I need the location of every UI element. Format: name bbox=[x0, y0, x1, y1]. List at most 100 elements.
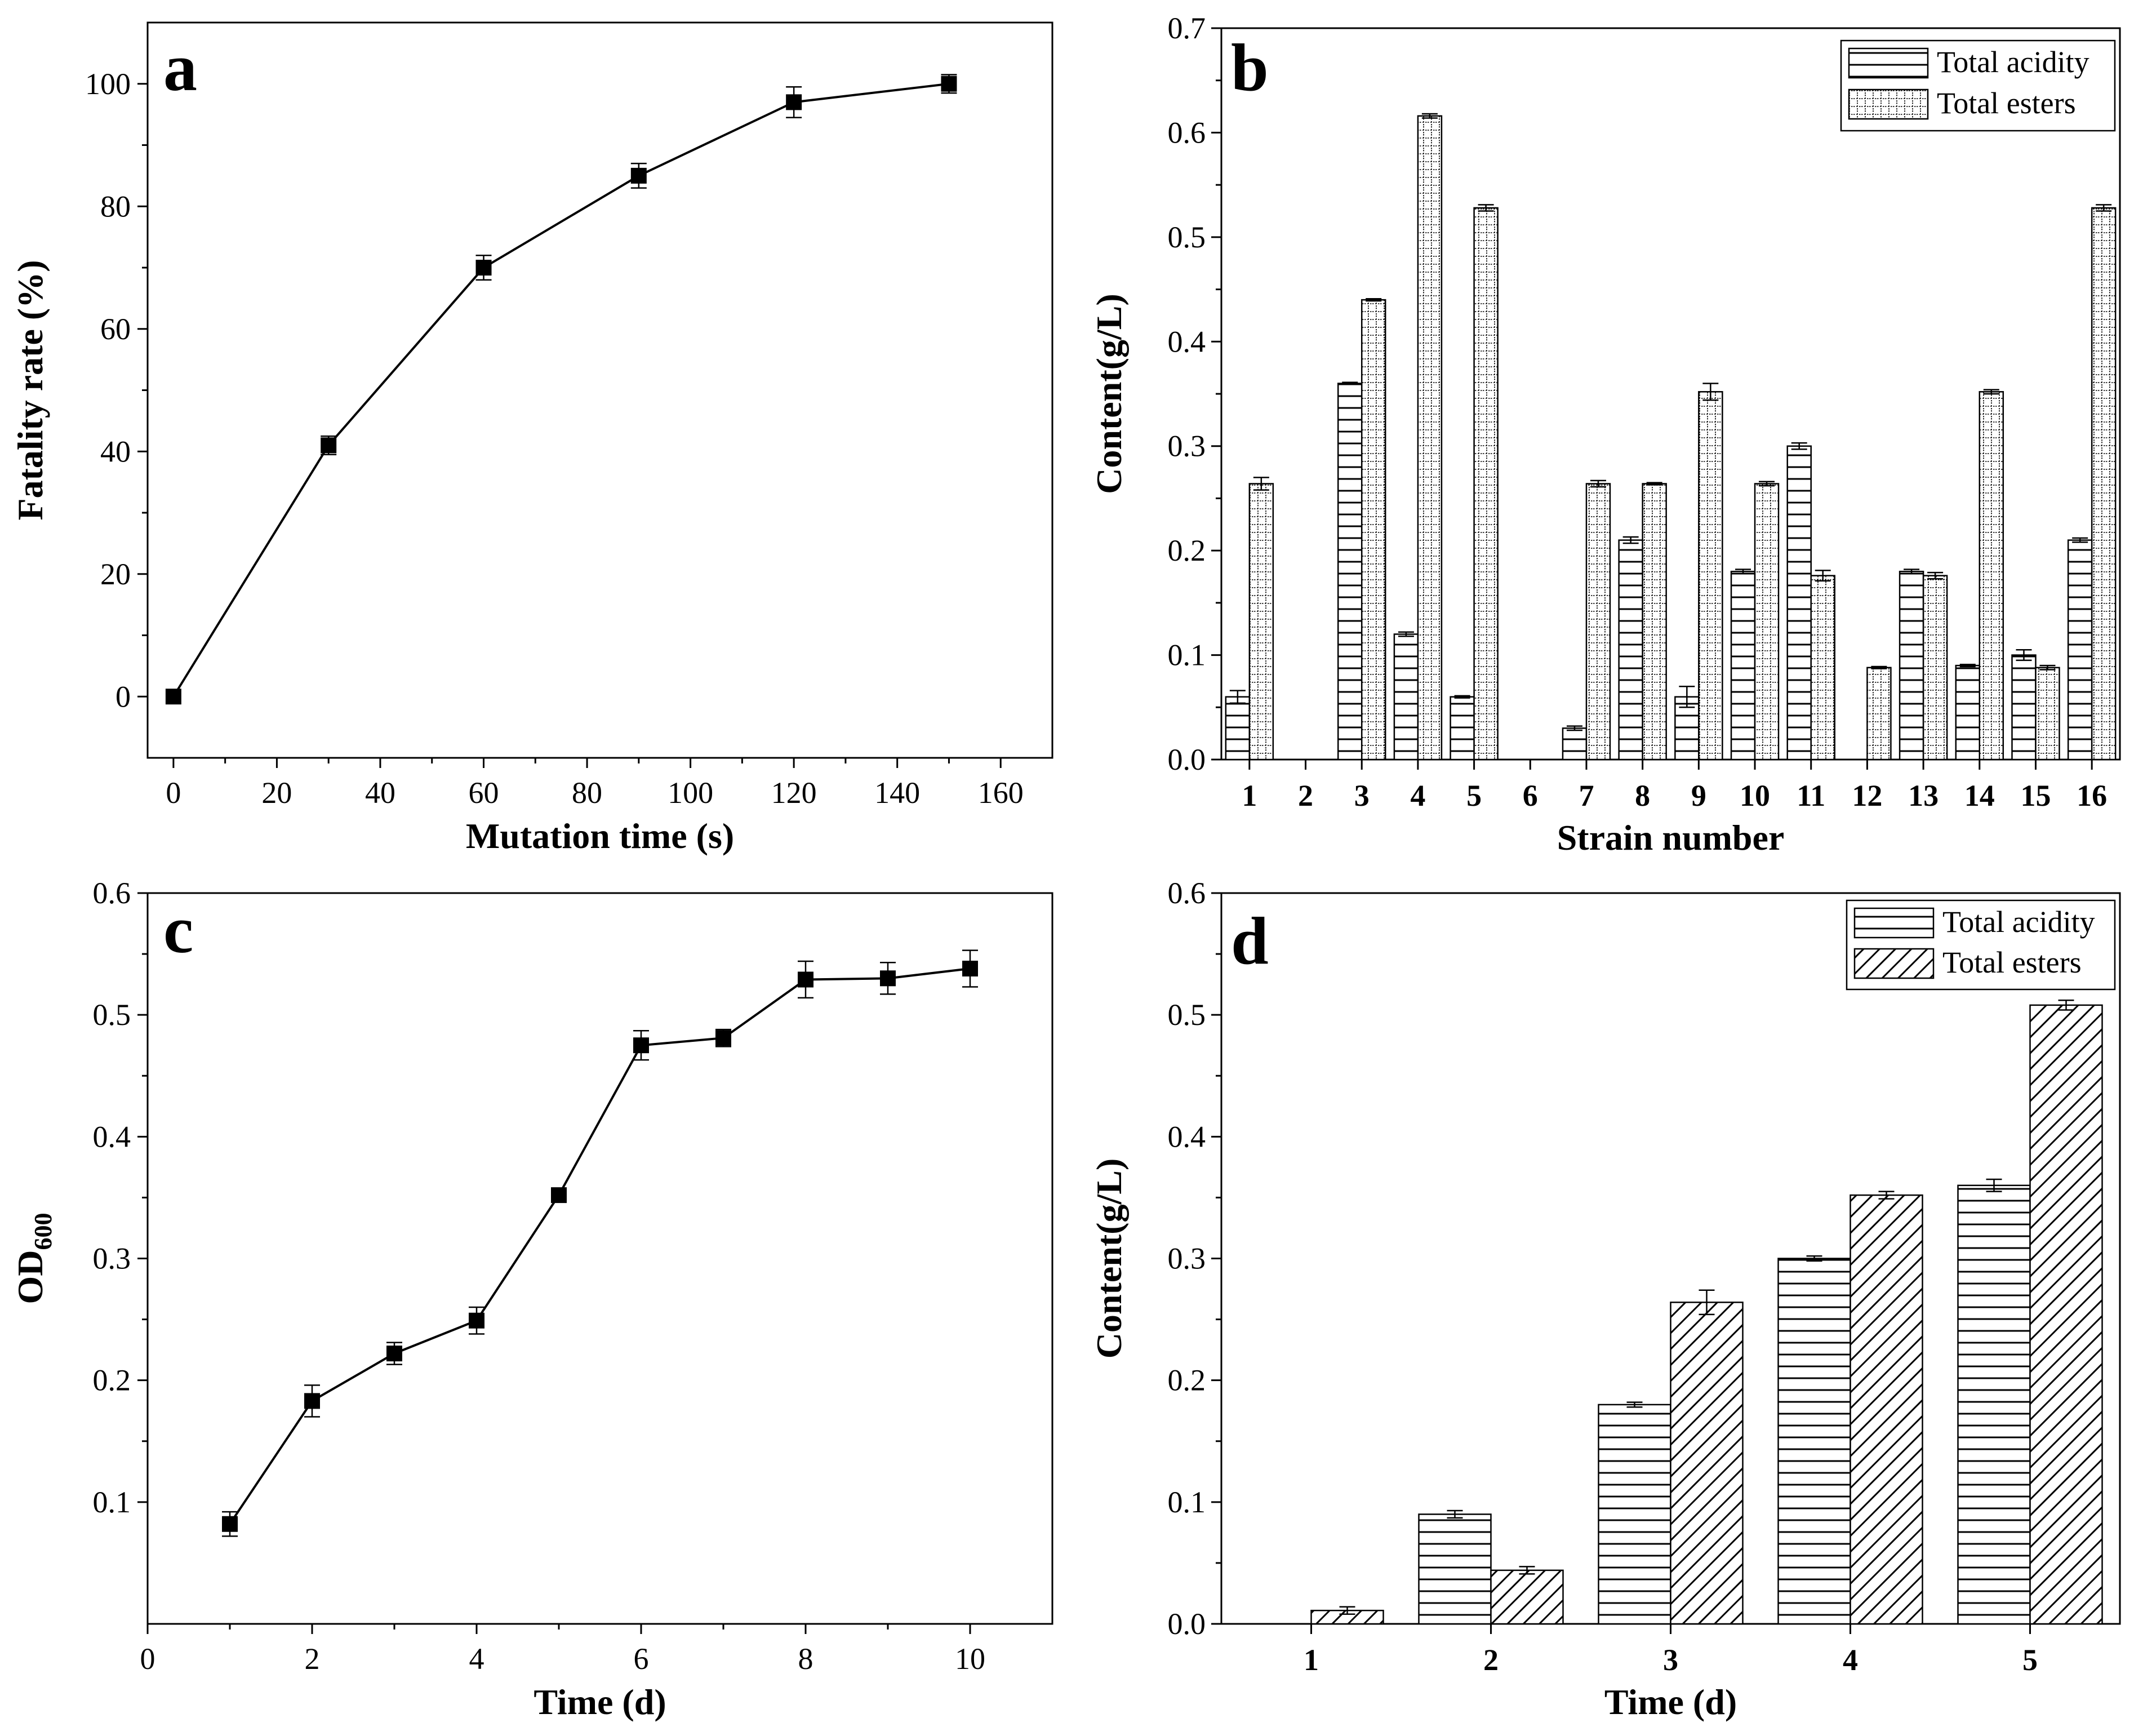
legend: Total acidity Total esters bbox=[1846, 899, 2116, 991]
x-tick-label: 7 bbox=[1579, 779, 1594, 812]
bar-total-esters bbox=[2091, 207, 2117, 761]
y-tick-label: 0.5 bbox=[93, 998, 131, 1032]
panel-label: d bbox=[1231, 903, 1269, 978]
x-tick-label: 6 bbox=[1523, 779, 1538, 812]
x-tick-label: 0 bbox=[166, 776, 181, 810]
x-axis-label: Strain number bbox=[1557, 818, 1785, 858]
x-tick-label: 5 bbox=[1466, 779, 1482, 812]
x-tick-label: 16 bbox=[2077, 779, 2107, 812]
y-tick-label: 0.5 bbox=[1168, 220, 1206, 254]
x-tick-label: 14 bbox=[1964, 779, 1995, 812]
bar-total-esters bbox=[1585, 483, 1611, 761]
y-tick-label: 60 bbox=[100, 312, 131, 346]
y-tick-label: 0.3 bbox=[1168, 429, 1206, 463]
x-tick-label: 2 bbox=[1483, 1643, 1499, 1677]
x-tick-label: 1 bbox=[1304, 1643, 1319, 1677]
y-tick-label: 80 bbox=[100, 189, 131, 223]
panel-label: a bbox=[163, 30, 197, 105]
y-axis-label: Content(g/L) bbox=[1089, 294, 1129, 494]
bar-total-acidity bbox=[1957, 1184, 2031, 1625]
x-tick-label: 1 bbox=[1242, 779, 1257, 812]
x-tick-label: 100 bbox=[668, 776, 713, 810]
x-tick-label: 120 bbox=[771, 776, 817, 810]
bar-total-acidity bbox=[1899, 570, 1924, 761]
x-tick-label: 20 bbox=[261, 776, 292, 810]
data-point-marker bbox=[165, 689, 181, 705]
x-tick-label: 10 bbox=[955, 1642, 985, 1676]
x-tick-label: 0 bbox=[140, 1642, 155, 1676]
data-point-marker bbox=[786, 94, 802, 110]
x-tick-label: 5 bbox=[2022, 1643, 2038, 1677]
bar-total-esters bbox=[1642, 483, 1667, 761]
x-tick-label: 160 bbox=[978, 776, 1024, 810]
y-tick-label: 40 bbox=[100, 434, 131, 468]
x-tick-label: 11 bbox=[1797, 779, 1825, 812]
x-tick-label: 3 bbox=[1663, 1643, 1678, 1677]
bar-total-esters bbox=[1866, 667, 1892, 761]
x-tick-label: 2 bbox=[305, 1642, 320, 1676]
y-tick-label: 0.1 bbox=[93, 1485, 131, 1519]
x-tick-label: 9 bbox=[1691, 779, 1706, 812]
bar-total-esters bbox=[1698, 391, 1723, 761]
y-tick-label: 0.5 bbox=[1168, 998, 1206, 1032]
data-point-marker bbox=[715, 1030, 731, 1046]
panel-label: b bbox=[1231, 30, 1269, 105]
bar-total-esters bbox=[1417, 115, 1443, 761]
y-tick-label: 0.2 bbox=[1168, 534, 1206, 567]
y-tick-label: 0 bbox=[115, 680, 131, 713]
data-point-marker bbox=[304, 1393, 320, 1409]
bar-total-esters bbox=[1670, 1302, 1744, 1625]
x-tick-label: 10 bbox=[1740, 779, 1770, 812]
bar-total-acidity bbox=[1562, 727, 1588, 761]
y-tick-label: 0.0 bbox=[1168, 743, 1206, 776]
y-tick-label: 0.4 bbox=[1168, 1120, 1206, 1153]
x-tick-label: 40 bbox=[365, 776, 395, 810]
y-tick-label: 0.2 bbox=[1168, 1364, 1206, 1397]
legend-label: Total esters bbox=[1942, 945, 2082, 979]
bar-total-acidity bbox=[1450, 696, 1475, 761]
bar-total-acidity bbox=[1777, 1258, 1851, 1625]
y-axis-label: OD600 bbox=[10, 1213, 57, 1304]
x-tick-label: 6 bbox=[634, 1642, 649, 1676]
bar-total-acidity bbox=[1337, 383, 1363, 761]
bar-total-acidity bbox=[1618, 539, 1643, 761]
data-point-marker bbox=[798, 971, 813, 988]
y-axis-label: Content(g/L) bbox=[1089, 1158, 1129, 1359]
x-tick-label: 140 bbox=[874, 776, 920, 810]
series-line bbox=[229, 967, 971, 1525]
x-tick-label: 3 bbox=[1354, 779, 1370, 812]
bar-total-acidity bbox=[1393, 633, 1419, 761]
bar-total-esters bbox=[1922, 575, 1948, 761]
bar-total-esters bbox=[2035, 667, 2060, 761]
bar-total-esters bbox=[1473, 207, 1499, 761]
legend-label: Total acidity bbox=[1942, 905, 2095, 939]
x-tick-label: 12 bbox=[1852, 779, 1882, 812]
y-tick-label: 0.4 bbox=[93, 1120, 131, 1153]
y-tick-label: 0.1 bbox=[1168, 638, 1206, 672]
data-point-marker bbox=[386, 1346, 402, 1362]
x-tick-label: 80 bbox=[572, 776, 602, 810]
bar-total-esters bbox=[1810, 575, 1835, 761]
bar-total-acidity bbox=[1598, 1404, 1671, 1625]
data-point-marker bbox=[633, 1037, 649, 1054]
x-tick-label: 8 bbox=[1635, 779, 1650, 812]
data-point-marker bbox=[321, 437, 337, 454]
series-line bbox=[172, 82, 949, 698]
y-axis-label: Fatality rate (%) bbox=[10, 260, 50, 520]
y-tick-label: 0.2 bbox=[93, 1364, 131, 1397]
bar-total-esters bbox=[1490, 1569, 1564, 1625]
data-point-marker bbox=[222, 1516, 238, 1532]
data-point-marker bbox=[551, 1187, 567, 1204]
data-point-marker bbox=[469, 1312, 484, 1329]
legend-swatch-total-acidity bbox=[1848, 47, 1929, 79]
panel-label: c bbox=[163, 892, 193, 967]
x-tick-label: 8 bbox=[798, 1642, 813, 1676]
panel-a-fatality-rate-chart: 0 20 40 60 80 100 120 140 160 0 20 40 60 80 100 Mutatio… bbox=[10, 21, 1053, 856]
x-tick-label: 4 bbox=[1410, 779, 1425, 812]
bar-total-acidity bbox=[2011, 654, 2037, 761]
legend-swatch-total-esters bbox=[1848, 88, 1929, 120]
bar-total-acidity bbox=[1225, 696, 1251, 761]
bar-total-esters bbox=[1248, 483, 1274, 761]
legend-label: Total esters bbox=[1937, 86, 2076, 120]
